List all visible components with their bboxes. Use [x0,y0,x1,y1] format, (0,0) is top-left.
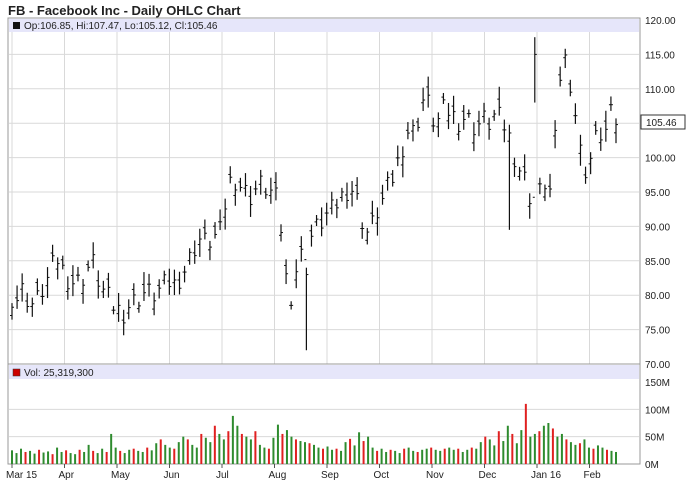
x-axis: Mar 15 Apr May Jun Jul Aug Sep Oct Nov Dec Jan 16 F… [6,464,601,481]
price-tick-label: 100.00 [645,154,676,165]
price-tick-label: 120.00 [645,16,676,27]
x-tick-label: Jun [164,470,180,481]
x-tick-label: Mar 15 [6,470,38,481]
last-price-label: 105.46 [646,118,677,129]
volume-tick-label: 100M [645,405,670,416]
price-tick-label: 110.00 [645,85,675,96]
volume-bars [11,403,617,464]
price-bars [10,37,618,351]
ohlc-header-band [9,19,639,32]
price-tick-label: 70.00 [645,360,670,371]
volume-legend-marker [12,368,21,377]
price-y-axis: 120.00115.00110.00105.00100.0095.0090.00… [645,16,676,371]
ohlc-legend-marker [13,22,20,29]
ohlc-summary: Op:106.85, Hi:107.47, Lo:105.12, Cl:105.… [24,21,218,32]
price-tick-label: 75.00 [645,326,670,337]
x-tick-label: Feb [584,470,602,481]
price-tick-label: 80.00 [645,291,670,302]
volume-tick-label: 0M [645,460,659,471]
price-tick-label: 85.00 [645,257,670,268]
x-tick-label: Aug [269,470,287,481]
x-tick-label: Oct [374,470,390,481]
price-tick-label: 95.00 [645,188,670,199]
x-tick-label: Dec [479,470,497,481]
x-tick-label: Jul [216,470,229,481]
x-tick-label: Jan 16 [531,470,561,481]
volume-header-band [9,365,639,379]
volume-tick-label: 150M [645,378,670,389]
x-tick-label: Nov [426,470,444,481]
volume-summary: Vol: 25,319,300 [24,368,94,379]
x-tick-label: Apr [59,470,75,481]
x-tick-label: Sep [321,470,339,481]
price-tick-label: 90.00 [645,222,670,233]
volume-y-axis: 150M 100M 50M 0M [645,378,670,471]
chart-title: FB - Facebook Inc - Daily OHLC Chart [8,3,241,18]
x-tick-label: May [111,470,130,481]
last-price-box [640,114,686,130]
price-tick-label: 115.00 [645,50,675,61]
volume-tick-label: 50M [645,433,664,444]
